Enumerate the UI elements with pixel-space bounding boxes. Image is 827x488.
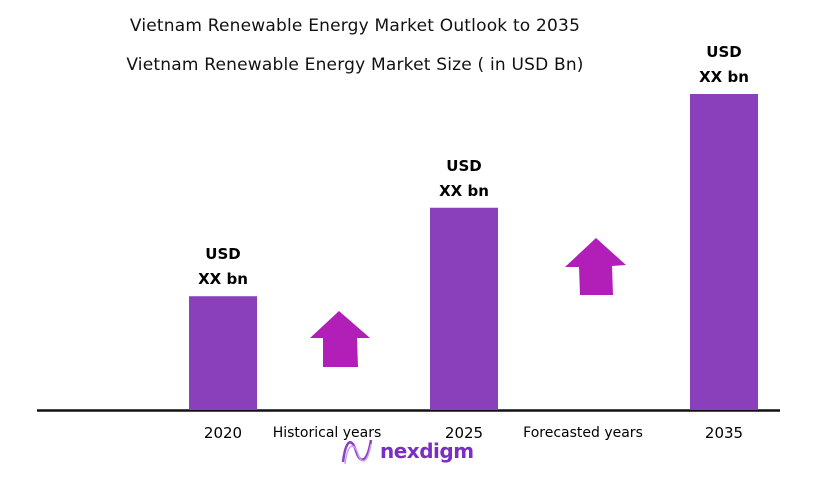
historical-growth-arrow-icon [310, 311, 370, 367]
data-label-value-2020: XX bn [198, 270, 248, 288]
bar-2025 [430, 207, 498, 410]
x-tick-label-2025: 2025 [445, 424, 483, 442]
chart-subtitle: Vietnam Renewable Energy Market Size ( i… [126, 55, 584, 75]
data-label-currency-2035: USD [706, 43, 741, 61]
bar-2020 [189, 296, 257, 410]
data-label-value-2035: XX bn [699, 68, 749, 86]
annotation-historical-years: Historical years [273, 425, 382, 441]
bar-2035 [690, 94, 758, 410]
x-tick-label-2020: 2020 [204, 424, 242, 442]
annotation-forecasted-years: Forecasted years [523, 425, 643, 441]
nexdigm-logo: nexdigm [340, 436, 474, 466]
chart-title: Vietnam Renewable Energy Market Outlook … [129, 16, 581, 36]
data-label-currency-2020: USD [205, 245, 240, 263]
data-label-currency-2025: USD [446, 157, 481, 175]
logo-text: nexdigm [380, 439, 474, 463]
nexdigm-wave-icon [341, 439, 373, 465]
x-tick-label-2035: 2035 [705, 424, 743, 442]
data-label-value-2025: XX bn [439, 182, 489, 200]
forecast-growth-arrow-icon [565, 238, 626, 295]
